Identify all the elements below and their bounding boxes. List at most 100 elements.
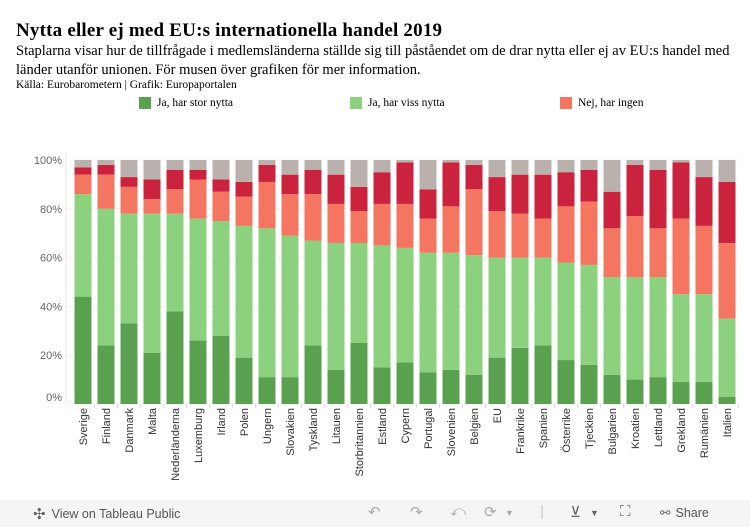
bar-segment[interactable] (557, 172, 575, 207)
bar-segment[interactable] (304, 240, 322, 346)
bar-segment[interactable] (97, 208, 115, 346)
bar-segment[interactable] (373, 367, 391, 404)
bar-segment[interactable] (626, 164, 644, 217)
bar-segment[interactable] (97, 174, 115, 209)
bar-segment[interactable] (419, 160, 437, 190)
bar-segment[interactable] (327, 242, 345, 370)
bar-segment[interactable] (695, 382, 713, 404)
bar-segment[interactable] (143, 179, 161, 200)
bar-segment[interactable] (695, 160, 713, 178)
bar-segment[interactable] (534, 345, 552, 404)
bar-segment[interactable] (465, 374, 483, 404)
bar-segment[interactable] (97, 160, 115, 165)
bar-segment[interactable] (74, 174, 92, 195)
bar-segment[interactable] (304, 194, 322, 241)
bar-segment[interactable] (672, 162, 690, 219)
bar-segment[interactable] (649, 160, 667, 170)
legend-item[interactable]: Ja, har viss nytta (350, 97, 445, 109)
chevron-down-icon[interactable]: ▼ (590, 508, 599, 518)
view-on-tableau-button[interactable]: ✣ View on Tableau Public (33, 505, 180, 523)
bar-segment[interactable] (465, 255, 483, 375)
bar-segment[interactable] (511, 174, 529, 214)
bar-segment[interactable] (74, 160, 92, 168)
bar-segment[interactable] (465, 189, 483, 256)
bar-segment[interactable] (580, 160, 598, 170)
bar-segment[interactable] (350, 160, 368, 187)
bar-segment[interactable] (465, 160, 483, 165)
fullscreen-icon[interactable]: ⛶ (620, 503, 631, 520)
bar-segment[interactable] (281, 377, 299, 404)
bar-segment[interactable] (672, 160, 690, 163)
bar-segment[interactable] (534, 218, 552, 258)
bar-segment[interactable] (695, 177, 713, 226)
bar-segment[interactable] (212, 335, 230, 404)
bar-segment[interactable] (649, 377, 667, 404)
bar-segment[interactable] (281, 174, 299, 195)
bar-segment[interactable] (258, 181, 276, 229)
bar-segment[interactable] (281, 235, 299, 378)
bar-segment[interactable] (442, 162, 460, 207)
bar-segment[interactable] (718, 242, 736, 319)
bar-segment[interactable] (419, 252, 437, 373)
bar-segment[interactable] (557, 160, 575, 173)
bar-segment[interactable] (189, 340, 207, 404)
bar-segment[interactable] (603, 277, 621, 375)
bar-segment[interactable] (511, 257, 529, 348)
undo-icon[interactable]: ↶ (368, 504, 381, 521)
bar-segment[interactable] (626, 379, 644, 404)
bar-segment[interactable] (695, 225, 713, 295)
bar-segment[interactable] (120, 177, 138, 187)
bar-segment[interactable] (626, 160, 644, 165)
bar-segment[interactable] (97, 345, 115, 404)
bar-segment[interactable] (327, 174, 345, 204)
bar-segment[interactable] (419, 218, 437, 253)
bar-segment[interactable] (626, 216, 644, 278)
redo-icon[interactable]: ↷ (410, 504, 423, 521)
bar-segment[interactable] (74, 194, 92, 297)
bar-segment[interactable] (442, 369, 460, 404)
bar-segment[interactable] (74, 167, 92, 175)
bar-segment[interactable] (557, 262, 575, 361)
refresh-icon[interactable]: ⟳ (484, 504, 497, 521)
bar-segment[interactable] (235, 225, 253, 358)
bar-segment[interactable] (442, 160, 460, 163)
bar-segment[interactable] (120, 213, 138, 324)
bar-segment[interactable] (120, 186, 138, 214)
bar-segment[interactable] (580, 169, 598, 202)
bar-segment[interactable] (718, 181, 736, 243)
bar-segment[interactable] (143, 199, 161, 214)
bar-segment[interactable] (465, 164, 483, 190)
bar-segment[interactable] (166, 169, 184, 190)
bar-segment[interactable] (373, 160, 391, 173)
bar-segment[interactable] (488, 160, 506, 178)
bar-segment[interactable] (511, 160, 529, 175)
bar-segment[interactable] (189, 218, 207, 341)
legend-item[interactable]: Nej, har ingen (560, 97, 643, 109)
bar-segment[interactable] (143, 352, 161, 404)
bar-segment[interactable] (649, 169, 667, 229)
bar-segment[interactable] (350, 186, 368, 212)
download-icon[interactable]: ⊻ (570, 504, 581, 521)
chevron-down-icon[interactable]: ▼ (505, 508, 514, 518)
bar-segment[interactable] (166, 160, 184, 170)
bar-segment[interactable] (350, 242, 368, 343)
bar-segment[interactable] (212, 179, 230, 192)
bar-segment[interactable] (396, 247, 414, 363)
bar-segment[interactable] (488, 357, 506, 404)
bar-segment[interactable] (488, 257, 506, 358)
bar-segment[interactable] (580, 364, 598, 404)
bar-segment[interactable] (373, 245, 391, 368)
bar-segment[interactable] (603, 228, 621, 278)
bar-segment[interactable] (281, 160, 299, 175)
bar-segment[interactable] (258, 228, 276, 378)
bar-segment[interactable] (189, 160, 207, 170)
bar-segment[interactable] (672, 382, 690, 404)
bar-segment[interactable] (212, 191, 230, 221)
bar-segment[interactable] (534, 160, 552, 175)
bar-segment[interactable] (672, 294, 690, 383)
bar-segment[interactable] (419, 372, 437, 404)
bar-segment[interactable] (327, 369, 345, 404)
bar-segment[interactable] (189, 169, 207, 180)
bar-segment[interactable] (350, 343, 368, 404)
bar-segment[interactable] (718, 318, 736, 397)
